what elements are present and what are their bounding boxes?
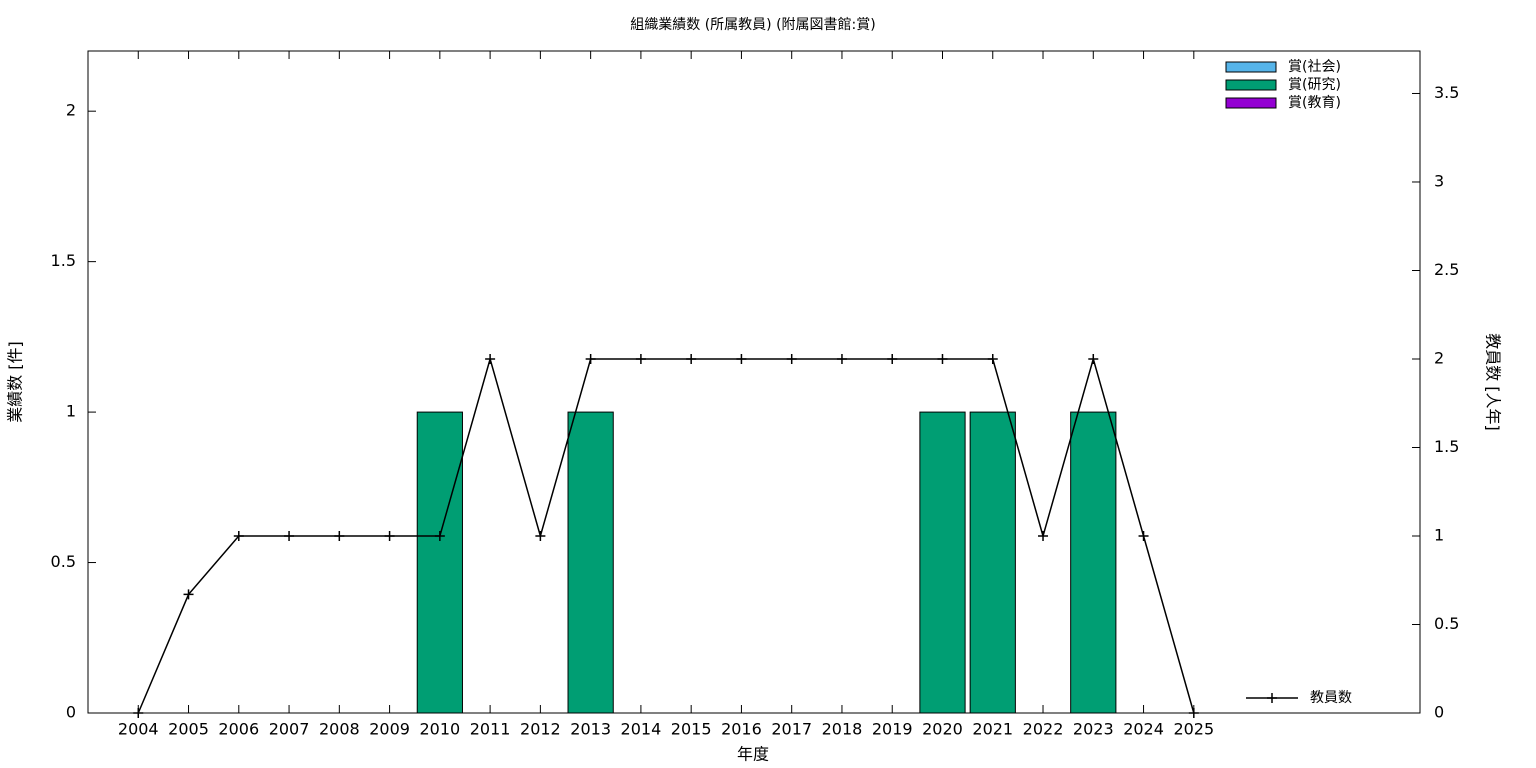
y-tick-label: 0 [66,703,76,722]
x-tick-label: 2004 [118,720,159,739]
point [1088,353,1099,364]
legend-swatch [1225,97,1277,109]
point [686,353,697,364]
legend-swatch [1225,79,1277,91]
plot-frame [87,50,1421,714]
y2-tick-label: 1 [1434,525,1444,544]
x-tick-label: 2017 [771,720,812,739]
legend-label: 賞(社会) [1288,59,1341,75]
y-tick-label: 2 [66,101,76,120]
y-tick-label: 1 [66,402,76,421]
x-tick-label: 2011 [470,720,511,739]
point [434,530,445,541]
point [133,708,144,718]
bar [919,411,966,714]
x-tick-label: 2014 [621,720,662,739]
y-axis-label: 業績数 [件] [6,341,25,423]
x-tick-label: 2013 [570,720,611,739]
point [635,353,646,364]
legend-point [1267,693,1277,703]
chart-title: 組織業績数 (所属教員) (附属図書館:賞) [630,16,875,33]
point [887,353,898,364]
y2-tick-label: 2 [1434,348,1444,367]
point [1138,530,1149,541]
x-tick-label: 2005 [168,720,209,739]
x-axis-label: 年度 [737,745,769,764]
x-tick-label: 2006 [218,720,259,739]
point [1038,530,1049,541]
point [836,353,847,364]
legend-label: 賞(教育) [1288,95,1341,111]
point [987,353,998,364]
x-tick-label: 2008 [319,720,360,739]
x-tick-label: 2007 [269,720,310,739]
point [535,530,546,541]
point [1188,708,1199,718]
bar [416,411,463,714]
point [485,353,496,364]
y-tick-label: 1.5 [51,251,76,270]
y2-tick-label: 1.5 [1434,437,1459,456]
y2-tick-label: 3 [1434,171,1444,190]
x-tick-label: 2024 [1123,720,1164,739]
y-tick-label: 0.5 [51,552,76,571]
x-tick-label: 2023 [1073,720,1114,739]
y2-tick-label: 3.5 [1434,83,1459,102]
point [284,530,295,541]
x-tick-label: 2020 [922,720,963,739]
point [183,589,194,600]
y2-tick-label: 0 [1434,703,1444,722]
x-tick-label: 2012 [520,720,561,739]
x-tick-label: 2018 [822,720,863,739]
x-tick-label: 2021 [972,720,1013,739]
legend-label: 教員数 [1310,690,1352,706]
y2-axis-label: 教員数 [人年] [1484,333,1503,431]
point [334,530,345,541]
x-tick-label: 2016 [721,720,762,739]
x-tick-label: 2015 [671,720,712,739]
x-tick-label: 2010 [419,720,460,739]
line [137,356,1195,714]
legend-label: 賞(研究) [1288,77,1341,93]
y2-tick-label: 0.5 [1434,614,1459,633]
bar [567,411,614,714]
x-tick-label: 2025 [1173,720,1214,739]
x-tick-label: 2009 [369,720,410,739]
bar [969,411,1016,714]
point [233,530,244,541]
bar [1070,411,1117,714]
point [384,530,395,541]
x-tick-label: 2019 [872,720,913,739]
point [736,353,747,364]
point [585,353,596,364]
y2-tick-label: 2.5 [1434,260,1459,279]
point [786,353,797,364]
point [937,353,948,364]
x-tick-label: 2022 [1023,720,1064,739]
legend-swatch [1225,61,1277,73]
